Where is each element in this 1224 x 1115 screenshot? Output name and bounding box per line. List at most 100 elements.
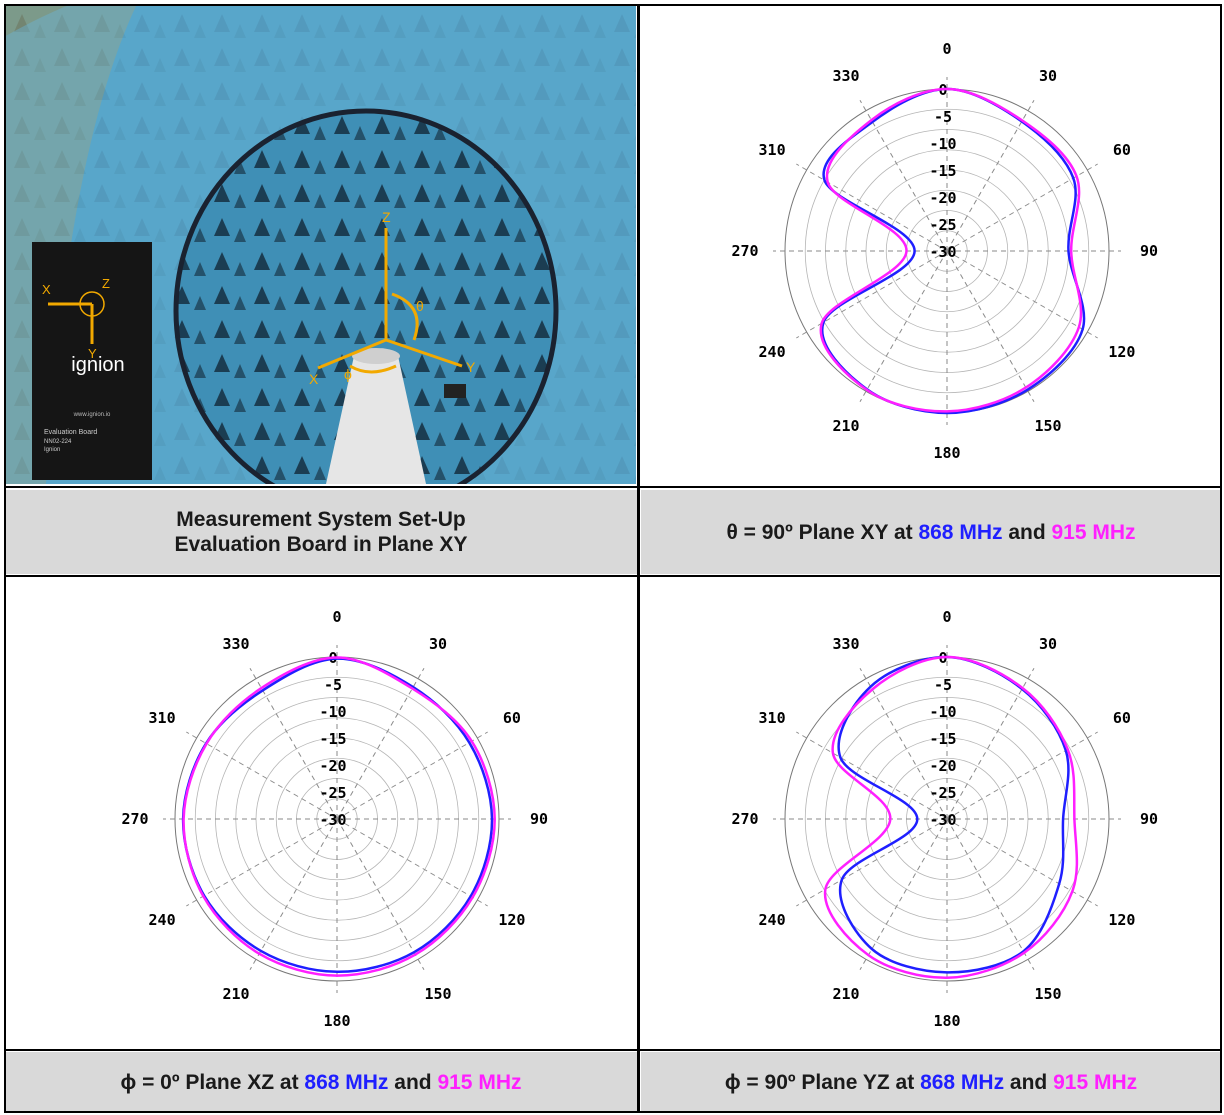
caption-setup-line2: Evaluation Board in Plane XY [174,533,468,556]
polar-angle-label: 240 [759,911,786,929]
polar-chart-xy-cell: 0 30 60 90 120 150 180 210 240 270 310 330 0 -5 -10 -15… [642,6,1220,484]
polar-radial-label: -30 [929,243,956,261]
caption-yz-868: 868 MHz [920,1070,1005,1094]
polar-spoke [946,250,1035,402]
polar-radial-label: -25 [929,216,956,234]
polar-angle-label: 210 [832,985,859,1003]
polar-grid-circle [275,757,399,881]
chamber-axis-z: Z [382,209,391,225]
polar-chart-xy: 03060901201501802102402703103300-5-10-15… [731,40,1158,462]
board-url: www.ignion.io [73,412,111,418]
polar-series-915 [819,87,1083,413]
polar-angle-label: 120 [1108,911,1135,929]
polar-spoke [336,818,425,970]
polar-angle-label: 30 [1039,67,1057,85]
polar-spoke [336,668,425,820]
board-axis-z: Z [102,276,110,291]
caption-xz-868: 868 MHz [304,1070,389,1094]
polar-radial-label: -25 [929,784,956,802]
polar-angle-label: 310 [759,709,786,727]
caption-xy-mid: and [1002,520,1052,544]
polar-radial-label: -10 [319,703,346,721]
polar-angle-label: 0 [332,608,341,626]
polar-radial-label: -20 [319,757,346,775]
polar-angle-label: 270 [731,242,758,260]
polar-angle-label: 30 [1039,635,1057,653]
caption-xz-915: 915 MHz [437,1070,522,1094]
caption-xy-868: 868 MHz [918,520,1003,544]
polar-spoke [946,668,1035,820]
caption-xz: ϕ = 0º Plane XZ at 868 MHz and 915 MHz [5,1052,637,1112]
board-maker: Ignion [44,447,60,453]
polar-angle-label: 310 [759,141,786,159]
polar-angle-label: 240 [149,911,176,929]
border-right [1220,4,1222,1113]
polar-grid-circle [194,676,480,962]
polar-chart-xz: 03060901201501802102402703103300-5-10-15… [121,608,548,1030]
polar-radial-label: -15 [929,162,956,180]
polar-spoke [796,163,948,252]
polar-spoke [859,818,948,970]
polar-spoke [859,100,948,252]
polar-angle-label: 0 [942,40,951,58]
polar-radial-label: -20 [929,189,956,207]
polar-angle-label: 120 [498,911,525,929]
polar-angle-label: 210 [222,985,249,1003]
caption-setup: Measurement System Set-Up Evaluation Boa… [5,490,637,574]
polar-angle-label: 180 [933,1012,960,1030]
polar-angle-label: 210 [832,417,859,435]
polar-radial-label: -30 [319,811,346,829]
polar-radial-label: -5 [324,676,342,694]
polar-angle-label: 120 [1108,343,1135,361]
polar-angle-label: 60 [503,709,521,727]
polar-series-915 [182,656,496,977]
board-brand: ignion [71,354,124,376]
border-left [4,4,6,1113]
polar-angle-label: 240 [759,343,786,361]
caption-yz: ϕ = 90º Plane YZ at 868 MHz and 915 MHz [641,1052,1221,1112]
chamber-axes [317,228,463,374]
polar-angle-label: 330 [222,635,249,653]
polar-radial-label: -25 [319,784,346,802]
polar-spoke [796,731,948,820]
polar-angle-label: 270 [731,810,758,828]
polar-radial-label: -5 [934,108,952,126]
polar-chart-yz-cell: 0 30 60 90 120 150 180 210 240 270 310 330 0 -5 -10 -15… [642,578,1220,1048]
polar-angle-label: 90 [1140,810,1158,828]
border-row3 [4,1049,1222,1051]
polar-spoke [336,731,488,820]
polar-angle-label: 150 [1034,985,1061,1003]
polar-angle-label: 150 [424,985,451,1003]
polar-angle-label: 330 [832,635,859,653]
polar-chart-xz-cell: 0 30 60 90 120 150 180 210 240 270 310 330 0 -5 -10 -15… [6,578,636,1048]
polar-chart-yz: 03060901201501802102402703103300-5-10-15… [731,608,1158,1030]
caption-yz-915: 915 MHz [1053,1070,1138,1094]
polar-radial-label: -10 [929,135,956,153]
polar-spoke [186,818,338,907]
polar-series-915 [823,655,1079,980]
caption-yz-mid: and [1004,1070,1054,1094]
board-title: Evaluation Board [44,429,97,436]
polar-radial-label: -10 [929,703,956,721]
polar-angle-label: 0 [942,608,951,626]
polar-grid-circle [804,108,1090,394]
polar-angle-label: 270 [121,810,148,828]
board-code: NN02-224 [44,439,72,445]
border-row1 [4,486,1222,488]
polar-angle-label: 330 [832,67,859,85]
polar-spoke [946,250,1098,339]
board-axis-y: Y [88,346,97,361]
caption-xz-mid: and [388,1070,438,1094]
chamber-axis-theta: θ [416,298,424,314]
caption-xz-prefix: ϕ = 0º Plane XZ at [120,1070,305,1094]
polar-spoke [796,250,948,339]
polar-angle-label: 30 [429,635,447,653]
caption-xy: θ = 90º Plane XY at 868 MHz and 915 MHz [641,490,1221,574]
caption-yz-prefix: ϕ = 90º Plane YZ at [724,1070,921,1094]
polar-radial-label: -15 [319,730,346,748]
caption-setup-line1: Measurement System Set-Up [176,508,466,531]
polar-grid-circle [885,189,1009,313]
polar-spoke [946,818,1035,970]
polar-angle-label: 150 [1034,417,1061,435]
